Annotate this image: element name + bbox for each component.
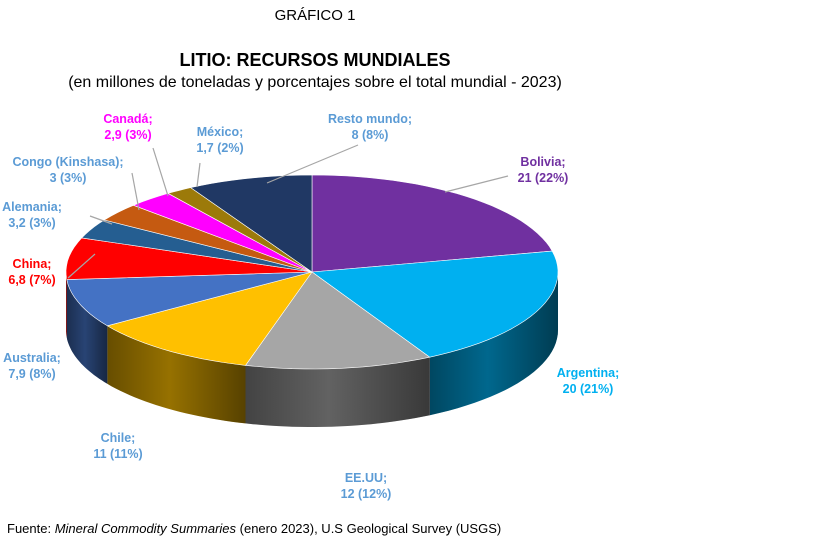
slice-label-bolivia: Bolivia; <box>520 155 565 169</box>
slice-label-australia: Australia; <box>3 351 61 365</box>
leader-line-bolivia <box>444 175 509 193</box>
slice-label-canada: Canadá; <box>103 112 152 126</box>
slice-value-chile: 11 (11%) <box>93 447 142 461</box>
pie-side-shade-china <box>66 272 67 338</box>
slice-value-mexico: 1,7 (2%) <box>196 141 243 155</box>
slice-label-mexico: México; <box>197 125 244 139</box>
source-note: Fuente: Mineral Commodity Summaries (ene… <box>7 521 501 536</box>
pie-side-shade-argentina <box>429 272 558 416</box>
slice-value-argentina: 20 (21%) <box>563 382 614 396</box>
leader-line-congo-kinshasa <box>131 172 140 211</box>
chart-title: LITIO: RECURSOS MUNDIALES <box>179 50 451 70</box>
leader-line-canada <box>152 147 169 197</box>
chart-subtitle: (en millones de toneladas y porcentajes … <box>68 74 562 91</box>
slice-value-congo-kinshasa: 3 (3%) <box>50 171 87 185</box>
pie-side-shade-ee-uu <box>245 357 430 427</box>
leader-line-china <box>67 253 96 279</box>
slice-value-ee-uu: 12 (12%) <box>341 487 392 501</box>
slice-value-australia: 7,9 (8%) <box>8 367 55 381</box>
pie-slice-chile <box>107 271 313 366</box>
leader-line-resto-mundo <box>266 144 359 184</box>
slice-labels: Bolivia; 21 (22%) Argentina; 20 (21%) EE.UU;… <box>2 112 619 501</box>
pie-slice-argentina <box>311 250 559 358</box>
slice-value-canada: 2,9 (3%) <box>104 128 151 142</box>
pie-slice-bolivia <box>311 174 553 273</box>
slice-label-chile: Chile; <box>101 431 136 445</box>
source-suffix: (enero 2023), U.S Geological Survey (USG… <box>236 521 502 536</box>
leader-lines <box>67 144 509 279</box>
slice-value-china: 6,8 (7%) <box>8 273 55 287</box>
figure-label: GRÁFICO 1 <box>274 7 356 24</box>
pie-slice-resto-mundo <box>190 174 313 273</box>
pie-slice-australia <box>66 271 313 327</box>
slice-value-alemania: 3,2 (3%) <box>8 216 55 230</box>
slice-label-china: China; <box>13 257 52 271</box>
slice-label-ee-uu: EE.UU; <box>345 471 387 485</box>
source-title: Mineral Commodity Summaries <box>54 521 237 536</box>
pie-side-shade-australia <box>66 279 108 384</box>
slice-value-bolivia: 21 (22%) <box>518 171 569 185</box>
source-prefix: Fuente: <box>7 521 55 536</box>
pie-tops <box>65 174 559 370</box>
leader-line-mexico <box>196 162 201 188</box>
leader-line-alemania <box>89 215 113 225</box>
pie-side-shade-chile <box>107 325 246 424</box>
slice-label-argentina: Argentina; <box>557 366 620 380</box>
slice-label-congo-kinshasa: Congo (Kinshasa); <box>12 155 123 169</box>
slice-label-resto-mundo: Resto mundo; <box>328 112 412 126</box>
slice-label-alemania: Alemania; <box>2 200 62 214</box>
pie-slice-ee-uu <box>245 271 431 370</box>
pie-sides <box>66 272 558 427</box>
pie-slice-china <box>65 237 313 280</box>
slice-value-resto-mundo: 8 (8%) <box>352 128 389 142</box>
